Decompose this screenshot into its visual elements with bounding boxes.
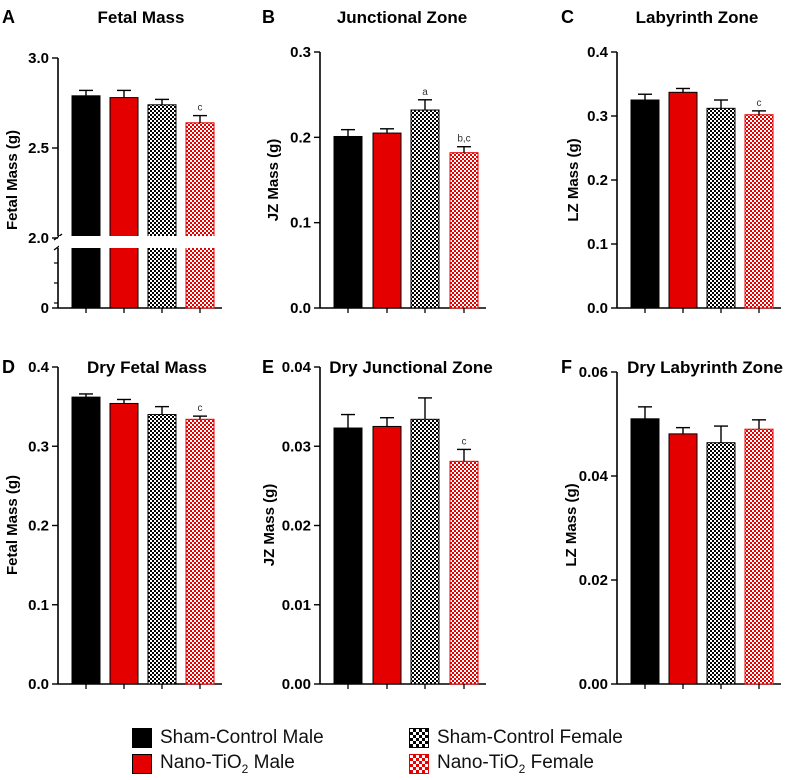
y-tick-label: 0.4 (28, 359, 50, 376)
significance-label: a (422, 87, 428, 98)
significance-label: c (198, 403, 203, 414)
bar (372, 132, 402, 309)
panel-d: D Dry Fetal Mass Fetal Mass (g) 0.0 0.1 0.2 0.… (2, 357, 222, 693)
bar (333, 427, 363, 685)
y-tick-label: 0.0 (28, 676, 49, 693)
significance-label: c (757, 98, 762, 109)
significance-label: c (198, 103, 203, 114)
y-tick-label: 0.02 (282, 518, 311, 535)
panel-b: B Junctional Zone JZ Mass (g) 0.0 0.1 0.2 0.3 a… (262, 7, 486, 317)
bar (630, 418, 660, 685)
bar (71, 95, 101, 309)
bar (109, 402, 139, 685)
y-tick-label: 0.02 (579, 572, 608, 589)
y-axis-label: JZ Mass (g) (265, 139, 282, 222)
bar (706, 442, 736, 685)
bar (410, 418, 440, 685)
bar (185, 418, 215, 685)
panel-letter: D (2, 357, 15, 377)
y-axis-label: Fetal Mass (g) (4, 130, 21, 230)
chart-title: Fetal Mass (98, 8, 185, 27)
panel-letter: E (262, 357, 274, 377)
bar (668, 433, 698, 685)
chart-title: Dry Labyrinth Zone (627, 358, 783, 377)
bar (744, 114, 774, 309)
bar (147, 104, 177, 309)
y-axis-label: Fetal Mass (g) (4, 475, 21, 575)
y-tick-label: 0.3 (587, 108, 608, 125)
y-tick-label: 2.5 (28, 140, 49, 157)
chart-title: Labyrinth Zone (636, 8, 759, 27)
bar (185, 122, 215, 309)
panel-letter: A (2, 7, 15, 27)
y-tick-label: 0.01 (282, 597, 311, 614)
panel-letter: C (561, 7, 574, 27)
y-tick-label: 0.3 (290, 44, 311, 61)
y-tick-label: 0.2 (28, 518, 49, 535)
y-tick-label: 0.2 (587, 172, 608, 189)
significance-label: c (462, 436, 467, 447)
y-tick-label: 0.1 (587, 236, 608, 253)
y-tick-label: 0.1 (290, 215, 311, 232)
panel-f: F Dry Labyrinth Zone LZ Mass (g) 0.00 0.02 0.… (561, 357, 783, 693)
y-tick-label: 0.1 (28, 597, 49, 614)
bar (706, 107, 736, 309)
y-tick-label: 0.06 (579, 364, 608, 381)
bar (449, 460, 479, 685)
y-tick-label: 0.3 (28, 438, 49, 455)
y-tick-label: 0.0 (587, 300, 608, 317)
significance-label: b,c (457, 134, 470, 145)
bar (147, 414, 177, 685)
y-tick-label: 0.04 (282, 359, 312, 376)
bar (410, 109, 440, 309)
y-tick-label: 2.0 (28, 230, 49, 247)
panel-a: A Fetal Mass Fetal Mass (g) 2.0 2.5 3.0 0 c (2, 7, 222, 317)
bar (449, 152, 479, 309)
bar (668, 91, 698, 309)
y-axis-label: JZ Mass (g) (261, 484, 278, 567)
bar (109, 97, 139, 309)
y-tick-label: 3.0 (28, 50, 49, 67)
y-tick-label: 0.00 (282, 676, 311, 693)
chart-title: Junctional Zone (337, 8, 467, 27)
bar (630, 99, 660, 309)
y-axis-label: LZ Mass (g) (563, 483, 580, 566)
y-tick-label: 0.0 (290, 300, 311, 317)
y-tick-label: 0.03 (282, 438, 311, 455)
bar (71, 396, 101, 685)
axis-break-mark (53, 233, 63, 241)
y-tick-label: 0 (41, 300, 49, 317)
y-axis-label: LZ Mass (g) (565, 138, 582, 221)
panel-letter: F (561, 357, 572, 377)
axis-break-gap (59, 236, 221, 248)
bar (744, 428, 774, 685)
y-tick-label: 0.4 (587, 44, 609, 61)
bar (333, 135, 363, 309)
panel-c: C Labyrinth Zone LZ Mass (g) 0.0 0.1 0.2 0.3 0.… (561, 7, 781, 317)
chart-title: Dry Fetal Mass (87, 358, 207, 377)
y-tick-label: 0.04 (579, 468, 609, 485)
panel-e: E Dry Junctional Zone JZ Mass (g) 0.00 0.01 0… (261, 357, 493, 693)
y-tick-label: 0.00 (579, 676, 608, 693)
bar (372, 425, 402, 685)
panel-letter: B (262, 7, 275, 27)
y-tick-label: 0.2 (290, 129, 311, 146)
chart-title: Dry Junctional Zone (329, 358, 492, 377)
